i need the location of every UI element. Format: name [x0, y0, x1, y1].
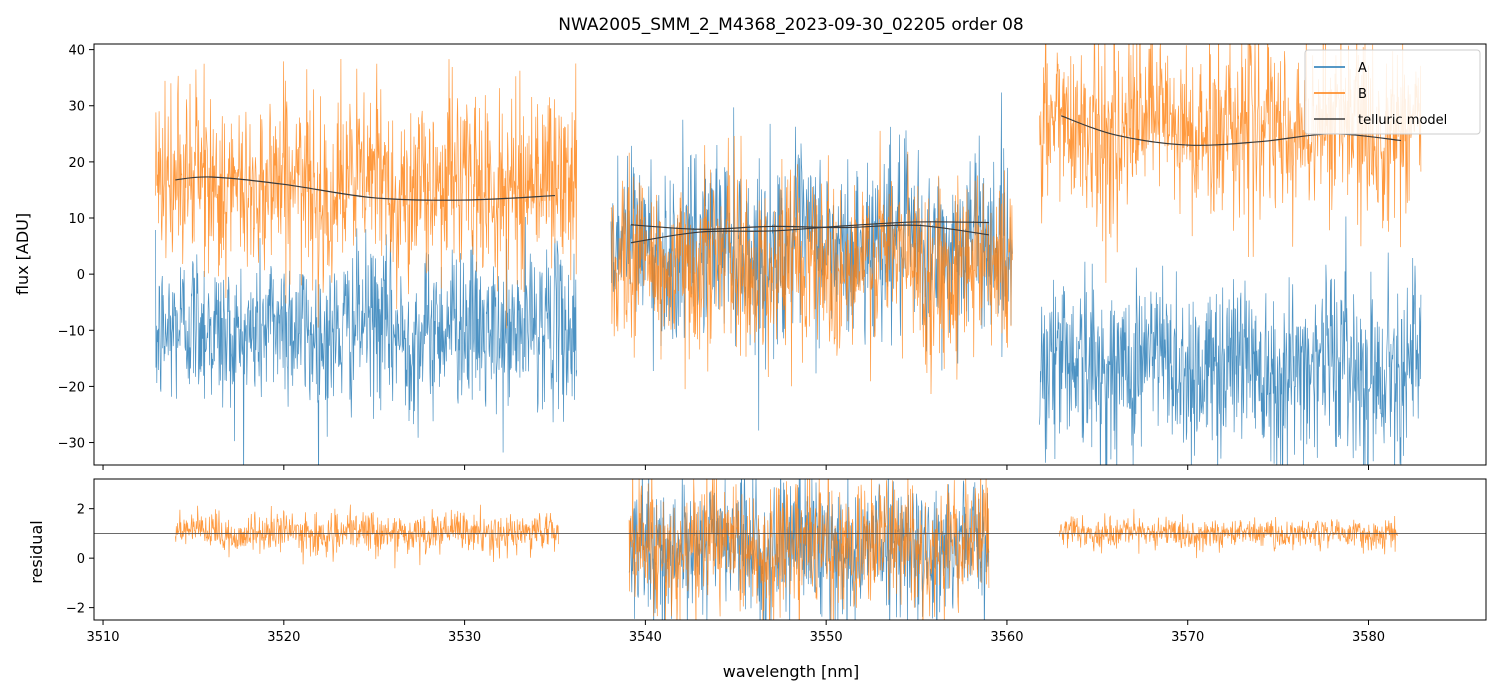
series-a-segment-3: [1039, 216, 1422, 465]
flux-y-tick-label: −20: [58, 380, 85, 395]
x-tick-label: 3560: [990, 630, 1023, 645]
telluric-model-curve-2: [630, 221, 989, 244]
flux-y-tick-label: −10: [58, 324, 85, 339]
wavelength-axis-label: wavelength [nm]: [723, 662, 860, 681]
x-tick-label: 3530: [448, 630, 481, 645]
x-tick-label: 3510: [86, 630, 119, 645]
flux-y-tick-label: 20: [68, 156, 85, 171]
flux-y-tick-label: 0: [77, 268, 85, 283]
x-tick-label: 3570: [1171, 630, 1204, 645]
flux-y-tick-label: 30: [68, 100, 85, 115]
x-tick-label: 3580: [1352, 630, 1385, 645]
flux-y-tick-label: 40: [68, 44, 85, 59]
telluric-model-curve-1: [175, 176, 556, 201]
x-tick-label: 3520: [267, 630, 300, 645]
x-tick-label: 3550: [810, 630, 843, 645]
residual-b-segment-1: [175, 504, 559, 569]
legend-box: [1304, 49, 1481, 135]
chart-title: NWA2005_SMM_2_M4368_2023-09-30_02205 ord…: [558, 15, 1024, 35]
residual-y-tick-label: −2: [66, 602, 85, 617]
flux-y-tick-label: −30: [58, 437, 85, 452]
series-b-segment-2: [610, 130, 1013, 395]
legend-label-a: A: [1358, 61, 1367, 76]
residual-axes-frame: [93, 478, 1487, 621]
residual-plot-area: [94, 479, 1486, 620]
flux-y-tick-label: 10: [68, 212, 85, 227]
axes-group: 3510 3520 3530 3540 3550 3560 3570 3580−30−20−1…: [58, 43, 1487, 645]
series-b-segment-3: [1039, 44, 1422, 283]
residual-y-tick-label: 2: [77, 503, 85, 518]
residual-y-tick-label: 0: [77, 552, 85, 567]
legend-label-model: telluric model: [1358, 113, 1447, 128]
telluric-model-curve-3: [630, 224, 989, 236]
x-tick-label: 3540: [629, 630, 662, 645]
legend-label-b: B: [1358, 87, 1367, 102]
series-b-segment-1: [155, 58, 578, 329]
flux-axes-frame: [93, 43, 1487, 466]
residual-axis-label: residual: [27, 520, 46, 583]
legend: A B telluric model: [1304, 49, 1481, 135]
flux-axis-label: flux [ADU]: [13, 213, 32, 295]
residual-b-segment-2: [628, 479, 990, 620]
